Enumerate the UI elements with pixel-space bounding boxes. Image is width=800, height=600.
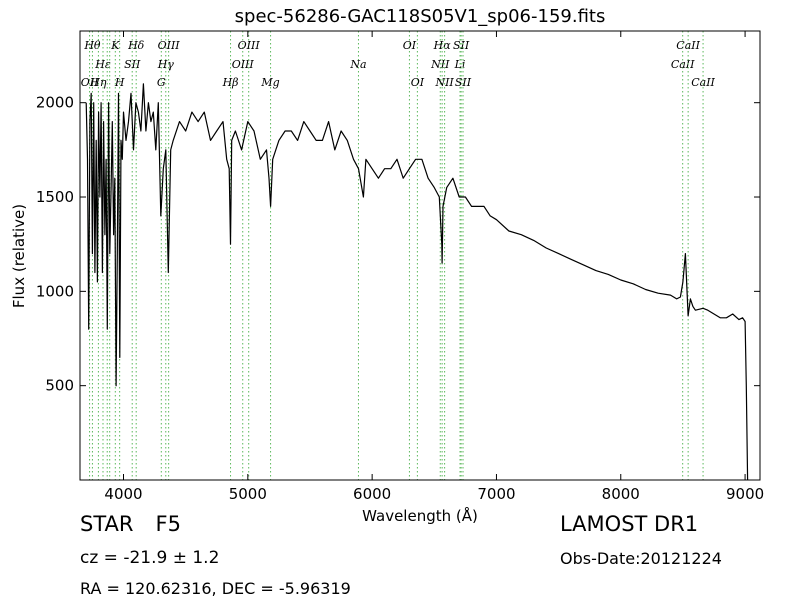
y-axis: 500 1000 1500 2000 [36,94,760,395]
spectral-line-label: NII [434,76,454,89]
object-class: STAR [80,512,134,536]
spectral-line-label: Hε [94,58,111,71]
y-axis-label: Flux (relative) [10,204,28,308]
x-tick-label: 9000 [726,485,764,503]
y-tick-label: 500 [45,377,74,395]
spectral-line-label: CaII [676,39,700,52]
spectral-line-label: NII [430,58,450,71]
spectral-line-label: OIII [158,39,181,52]
spectral-line-label: Hη [89,76,107,89]
y-tick-label: 1500 [36,188,74,206]
object-subclass: F5 [155,512,181,536]
spectral-line-label: Hα [433,39,452,52]
y-tick-label: 1000 [36,282,74,300]
object-classification: STAR F5 [80,512,181,536]
x-axis-label: Wavelength (Å) [362,506,478,525]
x-tick-label: 4000 [104,485,142,503]
chart-title: spec-56286-GAC118S05V1_sp06-159.fits [235,6,606,27]
spectral-line-label: H [114,76,125,89]
spectral-line-label: OI [411,76,425,89]
spectral-line-label: G [157,76,166,89]
y-tick-label: 2000 [36,94,74,112]
spectral-line-label: SII [124,58,141,71]
spectral-line-label: CaII [691,76,715,89]
spectral-line-label: OIII [238,39,261,52]
x-tick-label: 5000 [229,485,267,503]
survey-name: LAMOST DR1 [560,512,699,536]
spectral-line-label: Li [454,58,466,71]
x-tick-label: 6000 [353,485,391,503]
spectral-line-label: Na [349,58,366,71]
spectral-line-label: CaII [671,58,695,71]
spectral-line-label: OIII [232,58,255,71]
redshift-cz: cz = -21.9 ± 1.2 [80,548,220,568]
x-tick-label: 7000 [477,485,515,503]
spectral-line-label: Hβ [222,76,239,89]
x-tick-label: 8000 [602,485,640,503]
spectral-line-label: OII [81,76,99,89]
spectral-line-label: Hγ [157,58,175,71]
spectral-line-label: Hδ [127,39,145,52]
spectral-line-label: SII [453,39,470,52]
ra-dec-coordinates: RA = 120.62316, DEC = -5.96319 [80,579,351,598]
spectral-line-label: Mg [260,76,279,89]
spectral-line-label: Hθ [83,39,101,52]
plot-frame [79,30,761,481]
spectral-line-label: SII [455,76,472,89]
observation-date: Obs-Date:20121224 [560,549,722,568]
spectral-line-label: K [110,39,120,52]
series-layer [85,83,749,481]
spectral-line-markers: OII Hθ Hη Hε K H SII Hδ G Hγ OIII Hβ OIII OIII Mg Na OI O… [81,31,716,480]
flux-series-line [85,83,749,481]
x-axis: 4000 5000 6000 7000 8000 9000 [104,31,764,503]
spectral-line-label: OI [403,39,417,52]
